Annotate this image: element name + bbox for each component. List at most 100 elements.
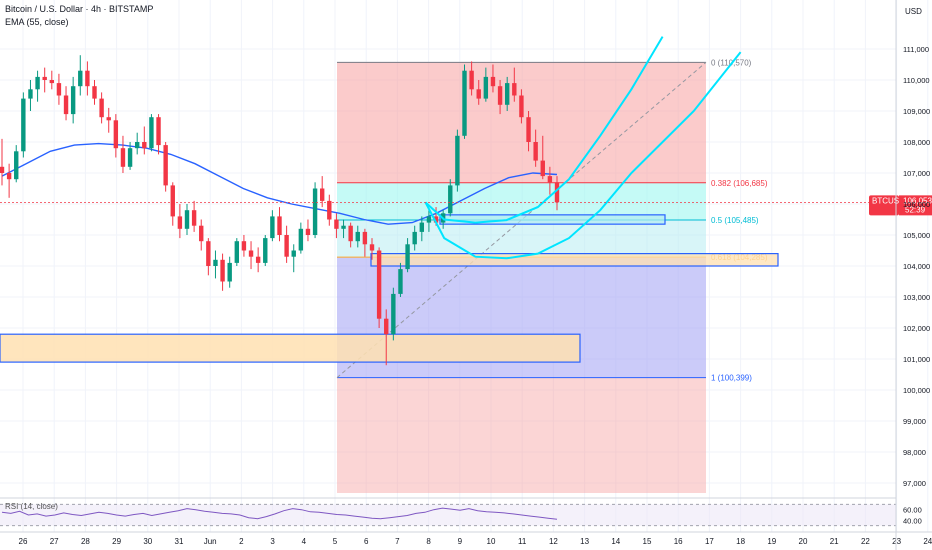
candle-body — [0, 166, 5, 173]
candle-body — [305, 228, 311, 235]
price-tick-label: 99,000 — [903, 417, 926, 426]
price-tick-label: 98,000 — [903, 448, 926, 457]
time-tick-label: 19 — [767, 537, 776, 546]
time-tick-label: 18 — [736, 537, 745, 546]
candle-body — [42, 76, 47, 80]
time-tick-label: 26 — [19, 537, 28, 546]
projections[interactable] — [424, 36, 742, 260]
candle-body — [206, 241, 211, 266]
fib-zone-below — [337, 377, 706, 493]
candle-body — [391, 293, 396, 335]
demand-zone-low — [0, 333, 581, 363]
current-price-tag — [869, 195, 899, 216]
price-tick-label: 102,000 — [903, 324, 930, 333]
candle-body — [63, 95, 69, 115]
price-tick-label: 100,000 — [903, 386, 930, 395]
candle-body — [533, 142, 538, 161]
candle-body — [163, 145, 168, 186]
candle-body — [348, 225, 353, 242]
current-price-value: 106,053 — [903, 196, 932, 205]
projection-curve — [424, 36, 664, 224]
candle-body — [78, 70, 83, 87]
price-tick-label: 109,000 — [903, 107, 930, 116]
candle-body — [14, 151, 19, 180]
candles — [0, 55, 560, 366]
current-symbol-label: BTCUSD — [872, 196, 905, 205]
candle-body — [490, 76, 496, 87]
zone-05 — [439, 214, 666, 225]
ema-legend[interactable]: EMA (55, close) — [5, 17, 69, 27]
rsi-line — [1, 507, 558, 520]
candle-body — [384, 318, 389, 335]
candle-body — [334, 219, 339, 229]
candle-body — [85, 70, 90, 87]
time-tick-label: 22 — [861, 537, 870, 546]
candle-body — [327, 200, 332, 220]
candle-body — [220, 259, 225, 282]
candle-body — [241, 241, 247, 251]
time-tick-label: 6 — [364, 537, 369, 546]
candle-body — [526, 117, 531, 142]
candle-body — [419, 222, 425, 232]
time-tick-label: 8 — [426, 537, 431, 546]
time-tick-label: 23 — [892, 537, 901, 546]
current-price-box — [899, 195, 932, 216]
time-tick-label: 17 — [705, 537, 714, 546]
time-tick-label: 5 — [333, 537, 338, 546]
candle-body — [476, 89, 481, 99]
time-tick-label: 7 — [395, 537, 400, 546]
time-tick-label: 12 — [549, 537, 558, 546]
price-tick-label: 110,000 — [903, 76, 930, 85]
rsi-legend[interactable]: RSI (14, close) — [5, 502, 58, 511]
candle-body — [519, 95, 524, 118]
candle-body — [504, 83, 510, 105]
candle-body — [426, 216, 432, 223]
candle-body — [255, 256, 261, 263]
candle-body — [412, 231, 417, 245]
candle-body — [462, 70, 467, 136]
candle-body — [433, 216, 439, 223]
time-tick-label: 31 — [175, 537, 184, 546]
price-tick-label: 106,000 — [903, 200, 930, 209]
candle-body — [512, 83, 517, 96]
candle-body — [199, 225, 204, 242]
candle-body — [298, 228, 304, 251]
candle-body — [234, 241, 240, 263]
candle-body — [263, 238, 268, 263]
price-tick-label: 111,000 — [903, 45, 929, 54]
zone-0618 — [370, 253, 779, 267]
candle-body — [405, 244, 410, 270]
time-tick-label: Jun — [204, 537, 217, 546]
time-tick-label: 15 — [643, 537, 652, 546]
time-tick-label: 16 — [674, 537, 683, 546]
candle-body — [341, 225, 346, 229]
rsi-tick-label: 40.00 — [903, 516, 922, 525]
candle-body — [170, 185, 175, 217]
time-tick-label: 29 — [112, 537, 121, 546]
time-tick-label: 24 — [923, 537, 932, 546]
ema-line — [1, 142, 558, 225]
time-tick-label: 30 — [143, 537, 152, 546]
zones[interactable] — [0, 214, 779, 363]
candle-body — [191, 210, 197, 226]
symbol-title[interactable]: Bitcoin / U.S. Dollar · 4h · BITSTAMP — [5, 4, 154, 14]
candle-body — [35, 76, 40, 90]
fib-zone-05-0618 — [337, 219, 706, 258]
candle-body — [70, 86, 76, 115]
candle-body — [92, 86, 97, 99]
candle-body — [312, 188, 318, 235]
time-tick-label: 28 — [81, 537, 90, 546]
candle-body — [227, 262, 232, 282]
candle-body — [177, 216, 183, 229]
candle-body — [448, 185, 453, 214]
candle-body — [127, 148, 133, 167]
time-tick-label: 9 — [458, 537, 463, 546]
rsi-tick-label: 60.00 — [903, 506, 922, 515]
time-tick-label: 27 — [50, 537, 59, 546]
time-tick-label: 13 — [580, 537, 589, 546]
currency-label[interactable]: USD — [905, 7, 922, 16]
price-tick-label: 108,000 — [903, 138, 930, 147]
